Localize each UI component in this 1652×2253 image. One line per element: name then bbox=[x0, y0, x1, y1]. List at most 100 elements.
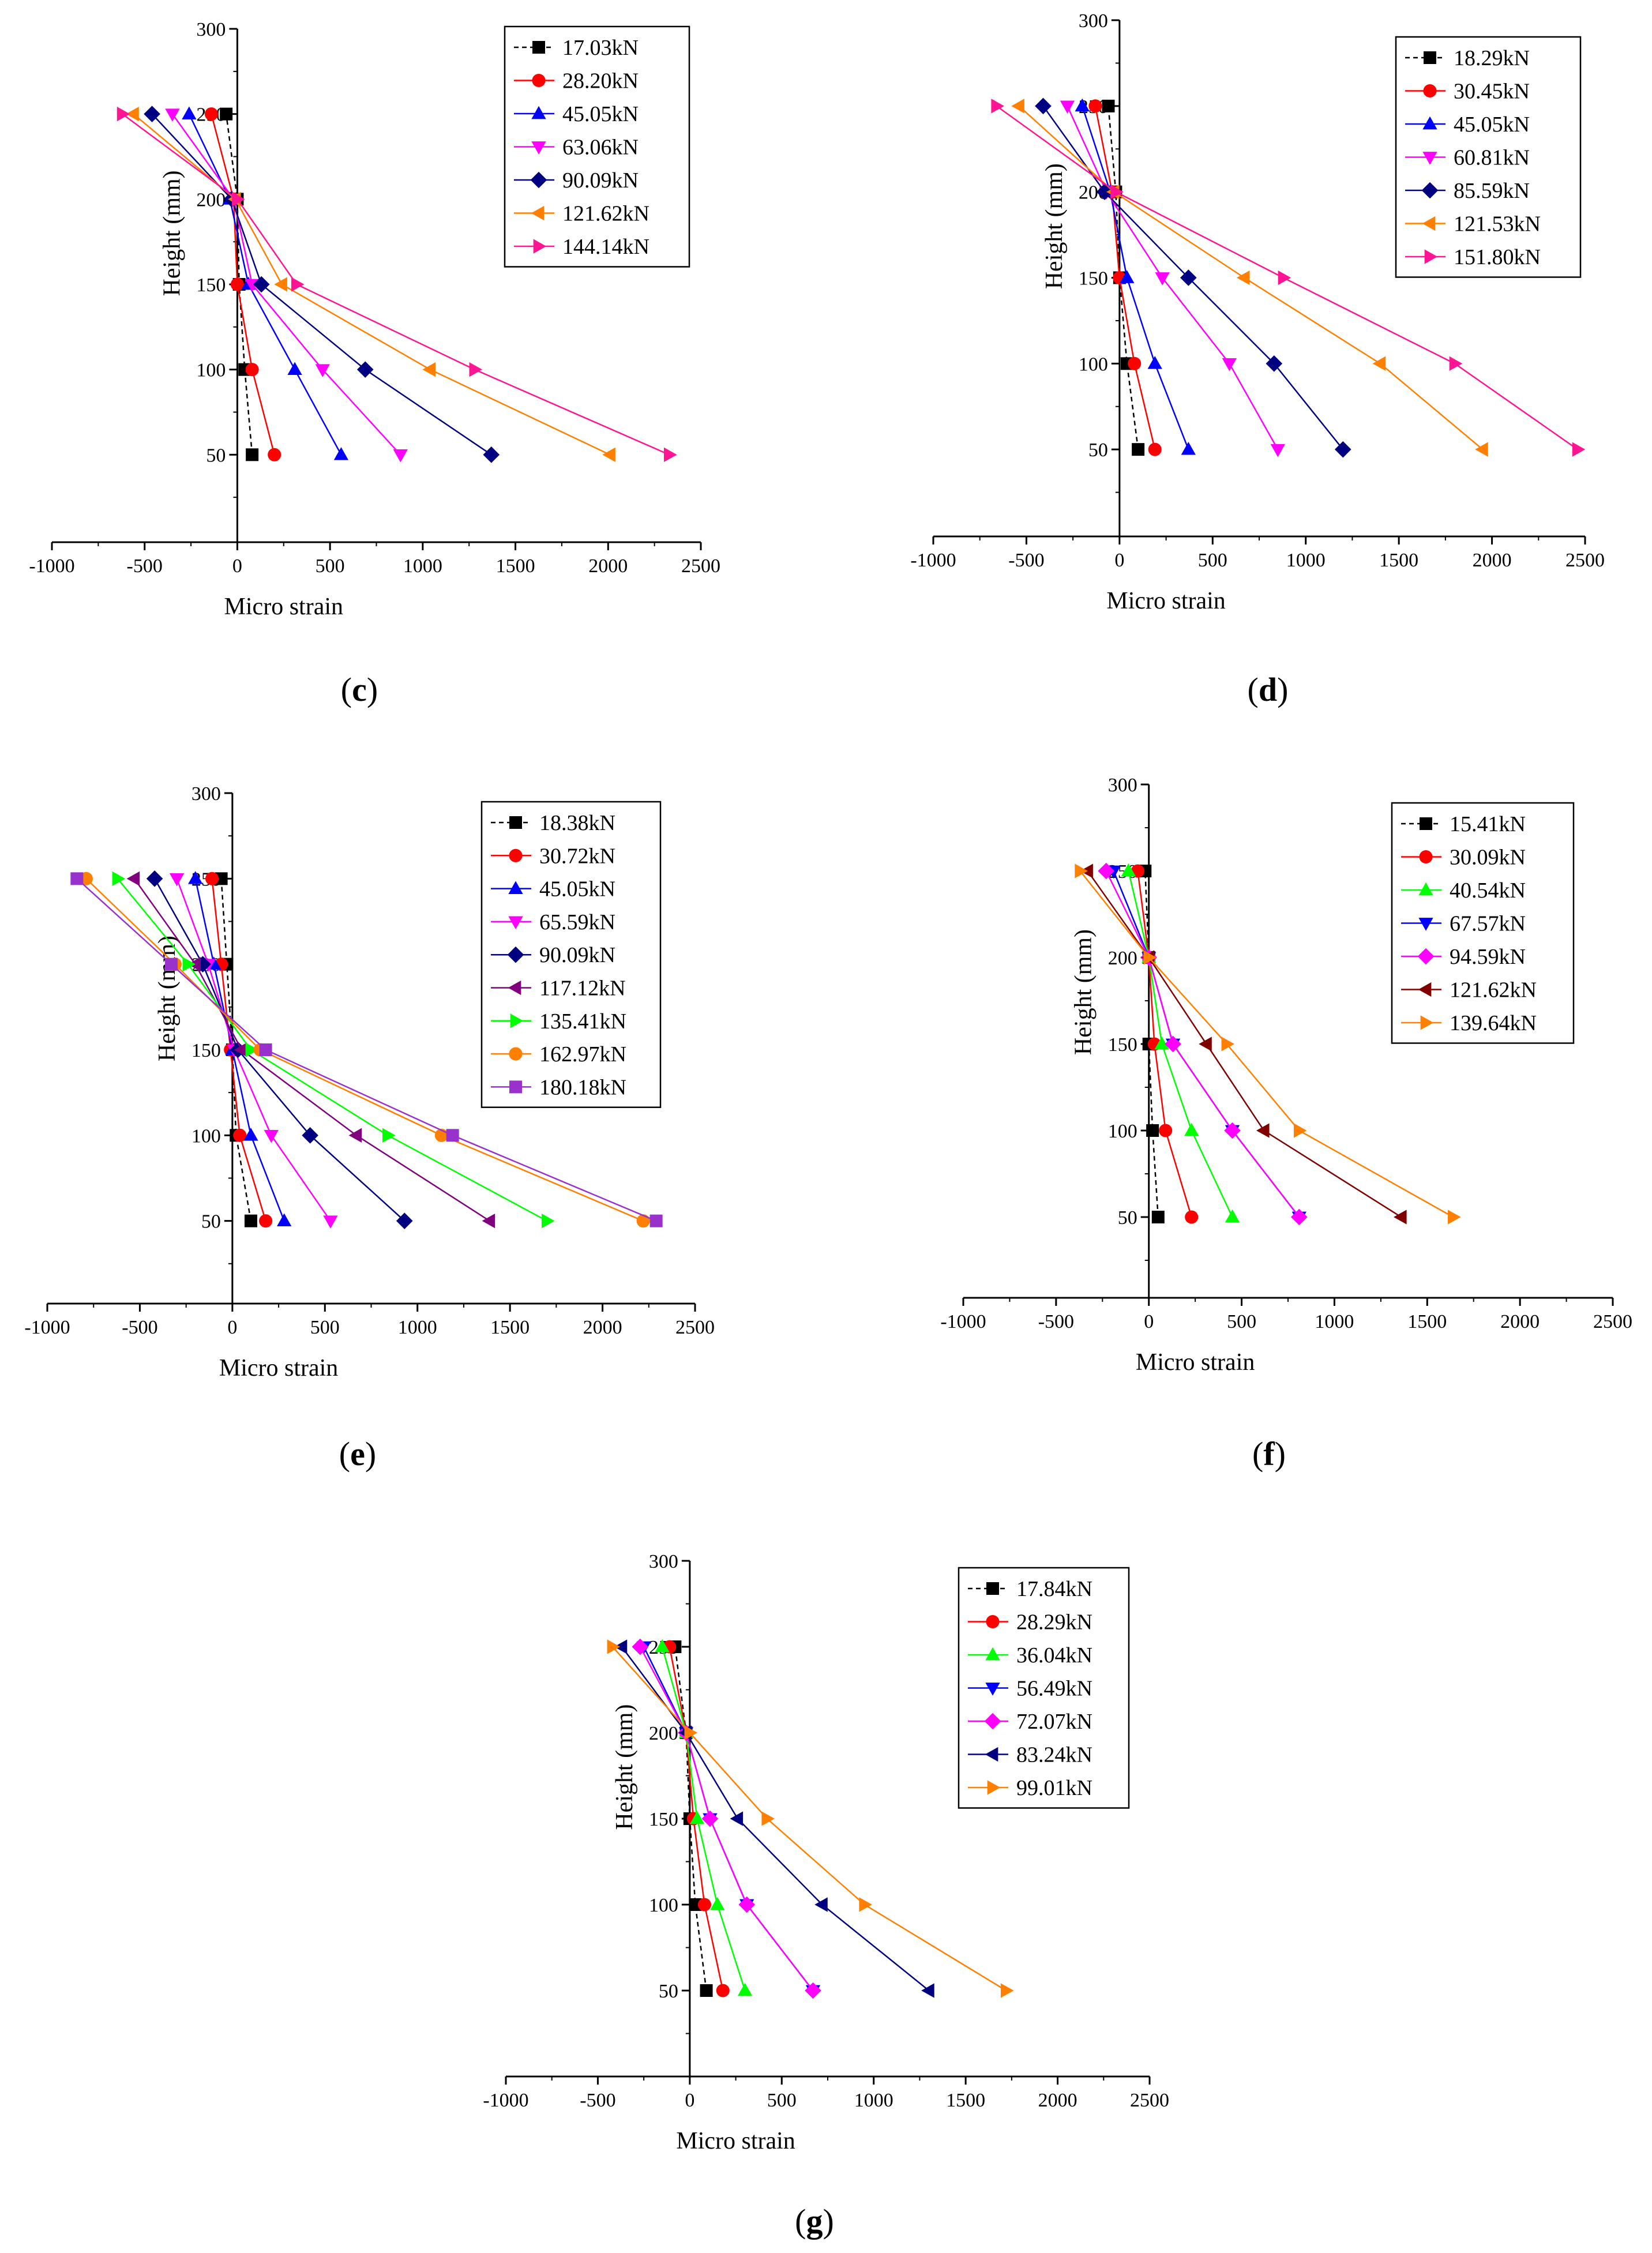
y-tick-label: 300 bbox=[1108, 775, 1137, 796]
x-tick-label: 1000 bbox=[854, 2090, 893, 2111]
y-tick-label: 300 bbox=[1079, 10, 1108, 32]
panel-label-close: ) bbox=[367, 671, 378, 708]
data-point bbox=[607, 1639, 621, 1654]
legend-marker bbox=[1423, 84, 1437, 98]
data-point bbox=[483, 446, 500, 463]
data-point bbox=[1143, 950, 1157, 965]
legend: 15.41kN 30.09kN 40.54kN 67.57kN 94.59kN 121.6… bbox=[1391, 802, 1575, 1044]
y-tick-label: 150 bbox=[192, 1040, 221, 1061]
x-tick-label: 2000 bbox=[588, 555, 628, 577]
data-point bbox=[1199, 1037, 1212, 1052]
legend-label: 45.05kN bbox=[539, 877, 615, 902]
data-point bbox=[1270, 444, 1285, 457]
x-tick-label: 2500 bbox=[1565, 550, 1605, 571]
x-tick-label: 500 bbox=[1227, 1311, 1256, 1332]
x-tick-label: 1000 bbox=[403, 555, 442, 577]
x-tick-label: 500 bbox=[316, 555, 345, 577]
legend-label: 121.62kN bbox=[562, 202, 649, 226]
legend-marker bbox=[984, 1713, 1001, 1730]
data-point bbox=[70, 872, 84, 885]
panel-label-close: ) bbox=[1277, 671, 1288, 708]
legend: 17.03kN 28.20kN 45.05kN 63.06kN 90.09kN 121.6… bbox=[504, 25, 690, 268]
x-tick-label: -500 bbox=[127, 555, 163, 577]
x-tick-label: 2000 bbox=[1500, 1311, 1540, 1332]
legend-label: 83.24kN bbox=[1016, 1743, 1092, 1767]
legend-marker bbox=[1418, 882, 1433, 896]
data-point bbox=[1293, 1123, 1307, 1138]
data-point bbox=[1225, 1209, 1240, 1223]
y-axis-title: Height (mm) bbox=[1071, 929, 1097, 1055]
data-point bbox=[1394, 1210, 1407, 1225]
data-point bbox=[1184, 1122, 1199, 1136]
data-point bbox=[244, 1214, 257, 1227]
data-point bbox=[205, 872, 219, 885]
legend-marker bbox=[509, 848, 523, 862]
data-point bbox=[1146, 1124, 1159, 1137]
data-point bbox=[182, 106, 197, 120]
legend: 17.84kN 28.29kN 36.04kN 56.49kN 72.07kN 83.24… bbox=[958, 1567, 1130, 1809]
data-point bbox=[921, 1983, 934, 1998]
data-point bbox=[1222, 358, 1237, 371]
data-point bbox=[188, 871, 203, 884]
x-tick-label: 2500 bbox=[681, 555, 720, 577]
data-point bbox=[146, 870, 163, 887]
data-point bbox=[393, 449, 408, 463]
data-point bbox=[761, 1811, 775, 1826]
legend-marker bbox=[508, 916, 523, 930]
data-point bbox=[1475, 442, 1488, 457]
panel-label: (d) bbox=[1248, 671, 1289, 708]
legend-label: 40.54kN bbox=[1450, 878, 1526, 903]
panel-label-open: ( bbox=[1252, 1435, 1263, 1473]
data-point bbox=[232, 191, 245, 206]
data-point bbox=[243, 1128, 258, 1141]
panel-label-close: ) bbox=[1275, 1435, 1286, 1473]
legend-marker bbox=[1422, 216, 1436, 231]
data-point bbox=[259, 1214, 273, 1228]
legend-label: 30.45kN bbox=[1454, 80, 1530, 104]
data-point bbox=[356, 361, 374, 378]
data-point bbox=[1256, 1123, 1270, 1138]
y-tick-label: 100 bbox=[1079, 354, 1108, 375]
data-point bbox=[689, 1898, 702, 1911]
data-point bbox=[246, 448, 259, 461]
series-135.41kN bbox=[112, 871, 555, 1229]
legend-label: 15.41kN bbox=[1450, 812, 1526, 836]
legend-label: 72.07kN bbox=[1016, 1710, 1092, 1734]
x-tick-label: 1000 bbox=[398, 1317, 437, 1338]
data-point bbox=[602, 447, 615, 462]
series-144.14kN bbox=[117, 107, 677, 462]
legend-label: 17.03kN bbox=[562, 36, 639, 60]
x-axis-title: Micro strain bbox=[1136, 1349, 1255, 1376]
legend-label: 28.20kN bbox=[562, 69, 639, 93]
data-point bbox=[1098, 862, 1115, 880]
data-point bbox=[697, 1898, 711, 1912]
legend-marker bbox=[531, 205, 545, 221]
legend-marker bbox=[986, 1582, 999, 1595]
panel-label-letter: f bbox=[1263, 1435, 1275, 1473]
series-117.12kN bbox=[126, 871, 495, 1229]
x-tick-label: 500 bbox=[310, 1317, 340, 1338]
y-tick-label: 150 bbox=[1108, 1034, 1137, 1056]
legend-marker bbox=[1424, 249, 1438, 264]
legend-marker bbox=[533, 239, 547, 254]
panel-label-close: ) bbox=[365, 1435, 376, 1473]
panel-label: (f) bbox=[1252, 1435, 1286, 1473]
panel-label-open: ( bbox=[339, 1435, 350, 1473]
data-point bbox=[1278, 270, 1291, 286]
x-tick-label: -1000 bbox=[910, 550, 956, 571]
legend-marker bbox=[508, 881, 523, 894]
legend-label: 30.09kN bbox=[1450, 846, 1526, 870]
data-point bbox=[291, 277, 305, 292]
x-axis-title: Micro strain bbox=[676, 2128, 795, 2154]
data-point bbox=[664, 447, 677, 462]
y-axis-title: Height (mm) bbox=[1041, 163, 1068, 289]
data-point bbox=[541, 1214, 555, 1229]
data-point bbox=[112, 871, 126, 886]
data-point bbox=[1011, 99, 1024, 114]
series-90.09kN bbox=[146, 870, 413, 1229]
data-point bbox=[700, 1984, 713, 1997]
legend-label: 90.09kN bbox=[562, 168, 639, 193]
data-point bbox=[1148, 442, 1162, 456]
data-point bbox=[422, 362, 436, 377]
panel-label: (e) bbox=[339, 1435, 376, 1473]
